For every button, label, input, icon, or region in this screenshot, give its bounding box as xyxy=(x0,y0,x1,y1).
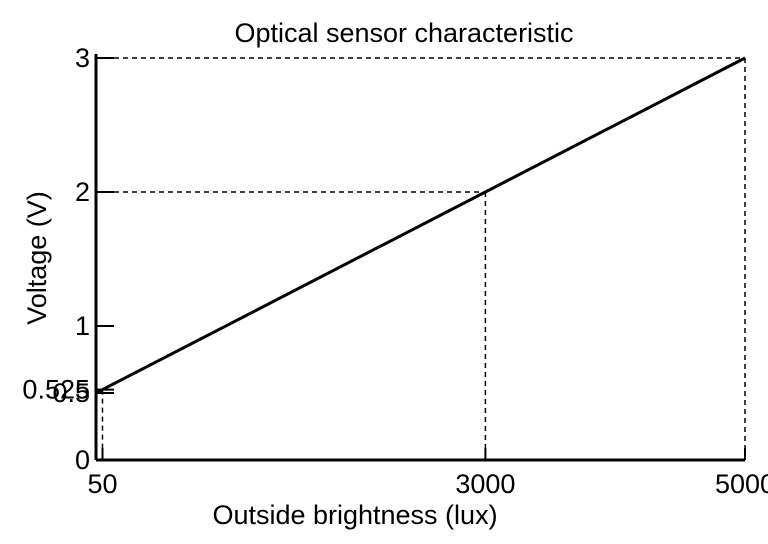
x-tick-label-0: 50 xyxy=(87,469,117,499)
y-tick-label-3: 1 xyxy=(75,311,90,341)
x-tick-label-1: 3000 xyxy=(455,469,515,499)
x-axis-label: Outside brightness (lux) xyxy=(212,500,497,530)
y-axis-label: Voltage (V) xyxy=(22,191,52,325)
series-line-0 xyxy=(95,56,746,395)
chart-title: Optical sensor characteristic xyxy=(234,18,573,48)
y-tick-label-4: 2 xyxy=(75,177,90,207)
y-tick-label-1: 0.5 xyxy=(52,378,90,408)
chart-marks: 0 0.50.525 1 2 3 50 3000 5000 xyxy=(22,43,768,499)
x-tick-label-2: 5000 xyxy=(715,469,768,499)
y-tick-label-2: 0.525 xyxy=(22,375,90,405)
y-tick-label-5: 3 xyxy=(75,43,90,73)
y-tick-label-0: 0 xyxy=(75,445,90,475)
